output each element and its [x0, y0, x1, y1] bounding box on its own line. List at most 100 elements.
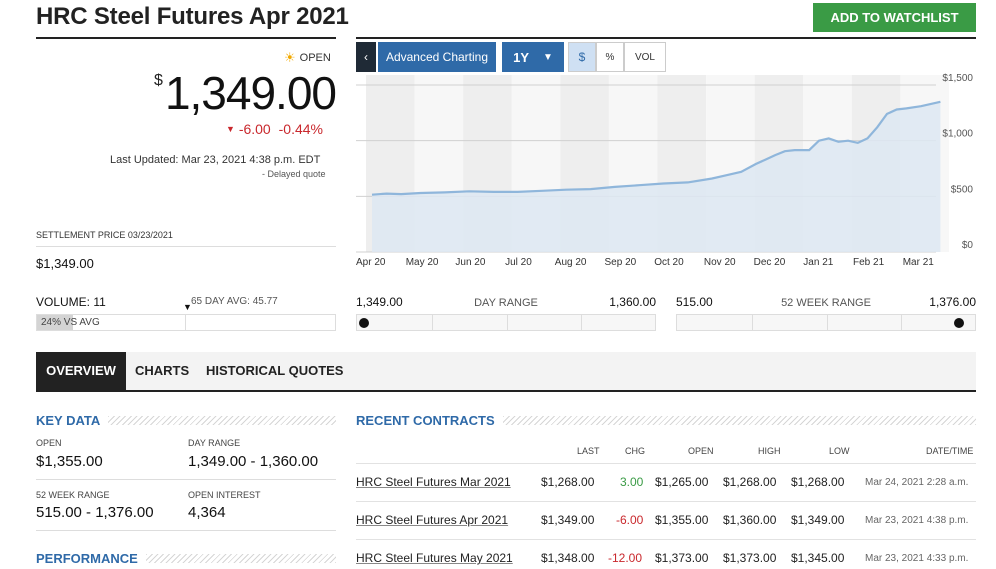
table-row: HRC Steel Futures Apr 2021 $1,349.00 -6.…: [356, 501, 976, 537]
key-data-title: KEY DATA: [36, 413, 101, 428]
sun-icon: ☀: [284, 50, 296, 65]
day-range-bar: [356, 314, 656, 331]
volume-avg-divider: [185, 315, 186, 330]
x-tick-label: Dec 20: [754, 257, 786, 268]
range-select[interactable]: 1Y ▼: [502, 42, 564, 72]
range-select-label: 1Y: [513, 49, 529, 65]
avg-volume-label: 65 DAY AVG: 45.77: [191, 296, 278, 307]
price-change: ▼ -6.00 -0.44%: [226, 121, 323, 137]
title-rule: [36, 37, 336, 39]
cell-high: $1,373.00: [723, 551, 777, 565]
volume-vs-avg: 24% VS AVG: [41, 317, 100, 328]
x-tick-label: Nov 20: [704, 257, 736, 268]
add-to-watchlist-button[interactable]: ADD TO WATCHLIST: [813, 3, 976, 32]
heading-hatch: [145, 554, 336, 563]
cell-low: $1,345.00: [791, 551, 845, 565]
advanced-charting-button[interactable]: Advanced Charting: [378, 42, 496, 72]
percent-toggle[interactable]: %: [596, 42, 624, 72]
kd-open-label: OPEN: [36, 438, 62, 448]
volume-bar-fill: [37, 315, 73, 330]
range-tick: [581, 315, 582, 330]
day-range-high: 1,360.00: [609, 295, 656, 309]
market-status: ☀ OPEN: [284, 50, 331, 66]
kd-open-interest-label: OPEN INTEREST: [188, 490, 261, 500]
col-low: LOW: [829, 446, 850, 456]
kd-week52-value: 515.00 - 1,376.00: [36, 504, 154, 521]
performance-title: PERFORMANCE: [36, 551, 138, 566]
day-range-low: 1,349.00: [356, 295, 403, 309]
price-display: $ 1,349.00: [154, 66, 337, 120]
heading-hatch: [108, 416, 336, 425]
kd-week52-label: 52 WEEK RANGE: [36, 490, 110, 500]
heading-hatch: [502, 416, 976, 425]
caret-down-icon: ▼: [543, 51, 553, 63]
kd-rule: [36, 530, 336, 531]
week52-low: 515.00: [676, 295, 713, 309]
delayed-quote-note: - Delayed quote: [262, 169, 326, 179]
col-datetime: DATE/TIME: [926, 446, 974, 456]
market-status-label: OPEN: [299, 52, 331, 64]
x-tick-label: Sep 20: [605, 257, 637, 268]
x-tick-label: Jun 20: [455, 257, 485, 268]
volume-bar: 24% VS AVG: [36, 314, 336, 331]
price-chart-panel: ‹ Advanced Charting 1Y ▼ $ % VOL $1,500 $…: [356, 37, 976, 273]
x-tick-label: Aug 20: [555, 257, 587, 268]
contract-link[interactable]: HRC Steel Futures Apr 2021: [356, 513, 509, 527]
table-row: HRC Steel Futures Mar 2021 $1,268.00 3.0…: [356, 463, 976, 499]
y-tick-label: $1,000: [942, 129, 973, 140]
table-row: HRC Steel Futures May 2021 $1,348.00 -12…: [356, 539, 976, 569]
kd-open-value: $1,355.00: [36, 453, 103, 470]
cell-last: $1,268.00: [541, 475, 595, 489]
tab-charts[interactable]: CHARTS: [135, 363, 190, 378]
col-high: HIGH: [758, 446, 781, 456]
cell-open: $1,355.00: [655, 513, 709, 527]
range-tick: [507, 315, 508, 330]
x-tick-label: Mar 21: [903, 257, 935, 268]
last-price: 1,349.00: [164, 67, 337, 119]
contract-link[interactable]: HRC Steel Futures May 2021: [356, 551, 513, 565]
tab-historical-quotes[interactable]: HISTORICAL QUOTES: [206, 363, 344, 378]
contract-link[interactable]: HRC Steel Futures Mar 2021: [356, 475, 511, 489]
page-title: HRC Steel Futures Apr 2021: [36, 3, 349, 30]
currency-symbol: $: [154, 72, 163, 89]
range-tick: [752, 315, 753, 330]
dollar-toggle[interactable]: $: [568, 42, 596, 72]
week52-range-bar: [676, 314, 976, 331]
performance-heading: PERFORMANCE: [36, 551, 336, 566]
chart-top-rule: [356, 37, 976, 39]
cell-chg: -12.00: [608, 551, 643, 565]
cell-last: $1,349.00: [541, 513, 595, 527]
cell-chg: -6.00: [616, 513, 644, 527]
cell-open: $1,265.00: [655, 475, 709, 489]
y-tick-label: $500: [951, 184, 974, 195]
week52-high: 1,376.00: [929, 295, 976, 309]
price-chart[interactable]: $1,500 $1,000 $500 $0 Apr 20 May 20 Jun 20 Jul …: [356, 37, 976, 273]
change-percent: -0.44%: [278, 121, 323, 137]
cell-low: $1,268.00: [791, 475, 845, 489]
volume-label: VOLUME: 11: [36, 295, 106, 309]
kd-day-range-value: 1,349.00 - 1,360.00: [188, 453, 319, 470]
settlement-rule: [36, 246, 336, 247]
last-updated: Last Updated: Mar 23, 2021 4:38 p.m. EDT: [110, 154, 321, 166]
cell-datetime: Mar 23, 2021 4:38 p.m.: [865, 515, 969, 526]
x-tick-label: Feb 21: [853, 257, 885, 268]
recent-contracts-heading: RECENT CONTRACTS: [356, 413, 976, 428]
collapse-chart-button[interactable]: ‹: [356, 42, 376, 72]
change-value: -6.00: [238, 121, 271, 137]
key-data-heading: KEY DATA: [36, 413, 336, 428]
week52-title: 52 WEEK RANGE: [781, 297, 871, 309]
range-tick: [432, 315, 433, 330]
range-tick: [827, 315, 828, 330]
col-chg: CHG: [625, 446, 645, 456]
kd-open-interest-value: 4,364: [188, 504, 226, 521]
col-last: LAST: [577, 446, 600, 456]
down-arrow-icon: ▼: [226, 124, 235, 134]
cell-last: $1,348.00: [541, 551, 595, 565]
cell-high: $1,268.00: [723, 475, 777, 489]
volume-toggle[interactable]: VOL: [624, 42, 666, 72]
x-tick-label: Oct 20: [654, 257, 684, 268]
tab-bar: OVERVIEW CHARTS HISTORICAL QUOTES: [36, 352, 976, 392]
y-tick-label: $1,500: [942, 73, 973, 84]
tab-overview[interactable]: OVERVIEW: [36, 352, 126, 390]
range-tick: [901, 315, 902, 330]
